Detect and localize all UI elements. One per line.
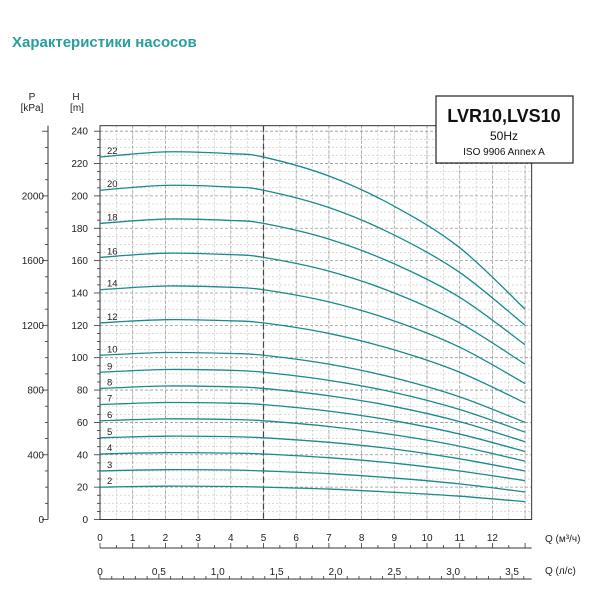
p-tick-label: 0 bbox=[38, 515, 44, 526]
q-ls-tick-label: 3.0 bbox=[446, 567, 460, 578]
h-tick-label: 160 bbox=[71, 256, 88, 267]
standard-label: ISO 9906 Annex A bbox=[463, 147, 545, 158]
h-axis-label: H bbox=[72, 92, 79, 103]
p-tick-label: 1200 bbox=[22, 321, 45, 332]
h-tick-label: 20 bbox=[77, 483, 89, 494]
curve-stage-2 bbox=[99, 485, 526, 503]
q-m3h-tick-label: 0 bbox=[97, 533, 103, 544]
curve-stage-14 bbox=[99, 285, 526, 385]
q-ls-tick-label: 0 bbox=[97, 567, 103, 578]
p-tick-label: 800 bbox=[27, 386, 44, 397]
q-m3h-tick-label: 5 bbox=[261, 533, 267, 544]
model-info-box: LVR10,LVS10 50Hz ISO 9906 Annex A bbox=[435, 95, 574, 164]
stage-label: 3 bbox=[107, 460, 112, 471]
h-tick-label: 60 bbox=[77, 418, 89, 429]
h-axis-unit: [m] bbox=[70, 103, 84, 114]
h-tick-label: 40 bbox=[77, 450, 89, 461]
page-title: Характеристики насосов bbox=[12, 34, 197, 51]
stage-label: 9 bbox=[107, 361, 112, 372]
curve-stage-4 bbox=[99, 452, 526, 482]
stage-label: 7 bbox=[107, 394, 112, 405]
q-m3h-tick-label: 11 bbox=[455, 533, 466, 544]
curve-stage-9 bbox=[99, 368, 526, 433]
stage-label: 10 bbox=[107, 344, 118, 355]
h-tick-label: 200 bbox=[71, 191, 88, 202]
stage-label: 2 bbox=[107, 476, 112, 487]
p-tick-label: 1600 bbox=[22, 256, 45, 267]
q-m3h-tick-label: 4 bbox=[228, 533, 234, 544]
q-m3h-tick-label: 7 bbox=[326, 533, 332, 544]
stage-label: 5 bbox=[107, 427, 112, 438]
q-ls-tick-label: 0.5 bbox=[152, 567, 166, 578]
q-ls-tick-label: 2.5 bbox=[387, 567, 401, 578]
stage-label: 4 bbox=[107, 443, 112, 454]
curve-stage-16 bbox=[99, 252, 526, 365]
p-axis-unit: [kPa] bbox=[21, 103, 44, 114]
stage-label: 14 bbox=[107, 279, 118, 290]
q-m3h-tick-label: 8 bbox=[359, 533, 365, 544]
stage-label: 6 bbox=[107, 410, 112, 421]
h-tick-label: 220 bbox=[71, 159, 88, 170]
q-ls-tick-label: 1.5 bbox=[270, 567, 284, 578]
h-tick-label: 240 bbox=[71, 127, 88, 138]
curve-stage-8 bbox=[99, 385, 526, 443]
q-m3h-tick-label: 2 bbox=[163, 533, 169, 544]
q-m3h-tick-label: 1 bbox=[130, 533, 136, 544]
labels-layer: 0204060801001201401601802002202400400800… bbox=[22, 127, 520, 578]
curve-stage-3 bbox=[99, 468, 526, 493]
curve-stage-12 bbox=[99, 318, 526, 404]
curves-layer bbox=[99, 151, 526, 503]
h-tick-label: 180 bbox=[71, 224, 88, 235]
x-axis-label-m3h: Q (м³/ч) bbox=[545, 534, 580, 545]
q-ls-tick-label: 2.0 bbox=[328, 567, 342, 578]
curve-stage-6 bbox=[99, 418, 526, 462]
stage-label: 12 bbox=[107, 312, 118, 323]
q-m3h-tick-label: 10 bbox=[421, 533, 433, 544]
h-tick-label: 120 bbox=[71, 321, 88, 332]
p-tick-label: 400 bbox=[27, 450, 44, 461]
q-m3h-tick-label: 9 bbox=[392, 533, 398, 544]
stage-label: 18 bbox=[107, 212, 118, 223]
curve-stage-5 bbox=[99, 435, 526, 472]
x-axis-label-ls: Q (л/с) bbox=[545, 566, 576, 577]
curve-stage-7 bbox=[99, 401, 526, 453]
frequency-label: 50Hz bbox=[490, 129, 518, 143]
q-m3h-tick-label: 6 bbox=[293, 533, 299, 544]
q-m3h-tick-label: 3 bbox=[195, 533, 201, 544]
stage-label: 16 bbox=[107, 246, 118, 257]
q-ls-tick-label: 3.5 bbox=[505, 567, 519, 578]
model-name: LVR10,LVS10 bbox=[447, 106, 560, 126]
stage-label: 20 bbox=[107, 179, 118, 190]
stage-label: 22 bbox=[107, 146, 118, 157]
curve-stage-18 bbox=[99, 218, 526, 346]
q-ls-tick-label: 1.0 bbox=[211, 567, 225, 578]
curve-stage-22 bbox=[99, 151, 526, 310]
h-tick-label: 0 bbox=[82, 515, 88, 526]
curve-stage-10 bbox=[99, 351, 526, 424]
h-tick-label: 140 bbox=[71, 288, 88, 299]
curve-stage-20 bbox=[99, 184, 526, 326]
p-axis-label: P bbox=[29, 92, 36, 103]
q-m3h-tick-label: 12 bbox=[487, 533, 499, 544]
h-tick-label: 80 bbox=[77, 386, 89, 397]
stage-label: 8 bbox=[107, 377, 112, 388]
h-tick-label: 100 bbox=[71, 353, 88, 364]
p-tick-label: 2000 bbox=[22, 191, 45, 202]
